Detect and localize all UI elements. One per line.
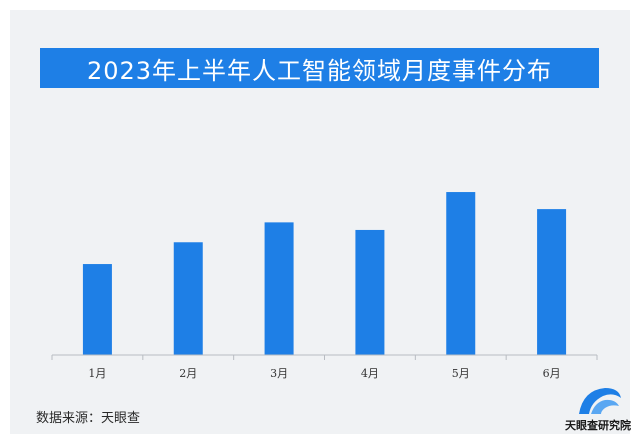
bar-2 [173, 242, 203, 355]
bar-6 [537, 209, 567, 355]
data-source: 数据来源：天眼查 [36, 411, 141, 426]
brand-mark: 天眼查研究院 [565, 384, 635, 434]
tianyancha-logo-icon [579, 388, 621, 414]
x-tick-label: 5月 [452, 367, 470, 380]
bar-1 [82, 264, 112, 355]
x-axis-labels: 1月 2月 3月 4月 5月 6月 [88, 367, 560, 380]
x-tick-label: 1月 [88, 367, 106, 380]
x-axis-ticks [51, 355, 598, 360]
x-tick-label: 3月 [270, 367, 288, 380]
bar-3 [264, 222, 294, 355]
x-tick-label: 4月 [361, 367, 379, 380]
x-tick-label: 2月 [179, 367, 197, 380]
bars-group [82, 192, 567, 355]
title-banner: 2023年上半年人工智能领域月度事件分布 [40, 48, 599, 88]
bar-5 [446, 192, 476, 355]
chart-title: 2023年上半年人工智能领域月度事件分布 [86, 56, 553, 85]
bar-4 [355, 229, 385, 355]
x-tick-label: 6月 [543, 367, 561, 380]
brand-name: 天眼查研究院 [565, 419, 631, 432]
